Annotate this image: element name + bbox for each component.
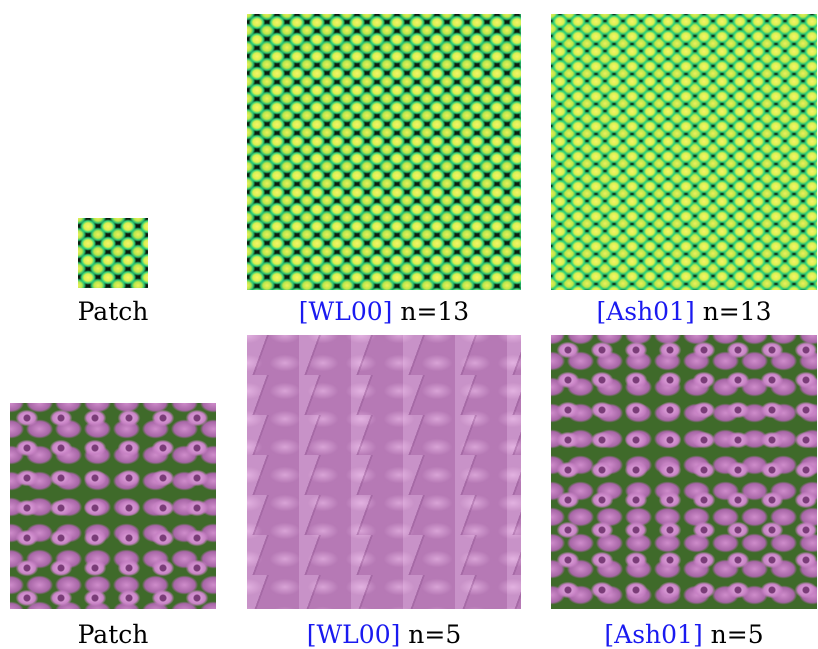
row1-patch-caption: Patch <box>60 297 166 326</box>
row2-ash01-caption: [Ash01] n=5 <box>551 620 817 649</box>
scales-patch-image <box>78 218 148 288</box>
scales-wl00-image <box>247 14 521 290</box>
row2-wl00-caption: [WL00] n=5 <box>247 620 521 649</box>
row1-wl00-caption: [WL00] n=13 <box>247 297 521 326</box>
caption-text: Patch <box>77 620 149 649</box>
citation-link[interactable]: [Ash01] <box>604 620 703 649</box>
scales-ash01-image <box>551 14 817 290</box>
caption-suffix: n=5 <box>702 620 764 649</box>
citation-link[interactable]: [WL00] <box>306 620 401 649</box>
caption-text: Patch <box>77 297 149 326</box>
flower-ash01-image <box>551 335 817 609</box>
caption-suffix: n=13 <box>694 297 772 326</box>
citation-link[interactable]: [Ash01] <box>596 297 695 326</box>
citation-link[interactable]: [WL00] <box>298 297 393 326</box>
caption-suffix: n=5 <box>400 620 462 649</box>
row2-patch-caption: Patch <box>10 620 216 649</box>
row1-ash01-caption: [Ash01] n=13 <box>551 297 817 326</box>
flower-wl00-image <box>247 335 521 609</box>
caption-suffix: n=13 <box>392 297 470 326</box>
flower-patch-image <box>10 403 216 609</box>
